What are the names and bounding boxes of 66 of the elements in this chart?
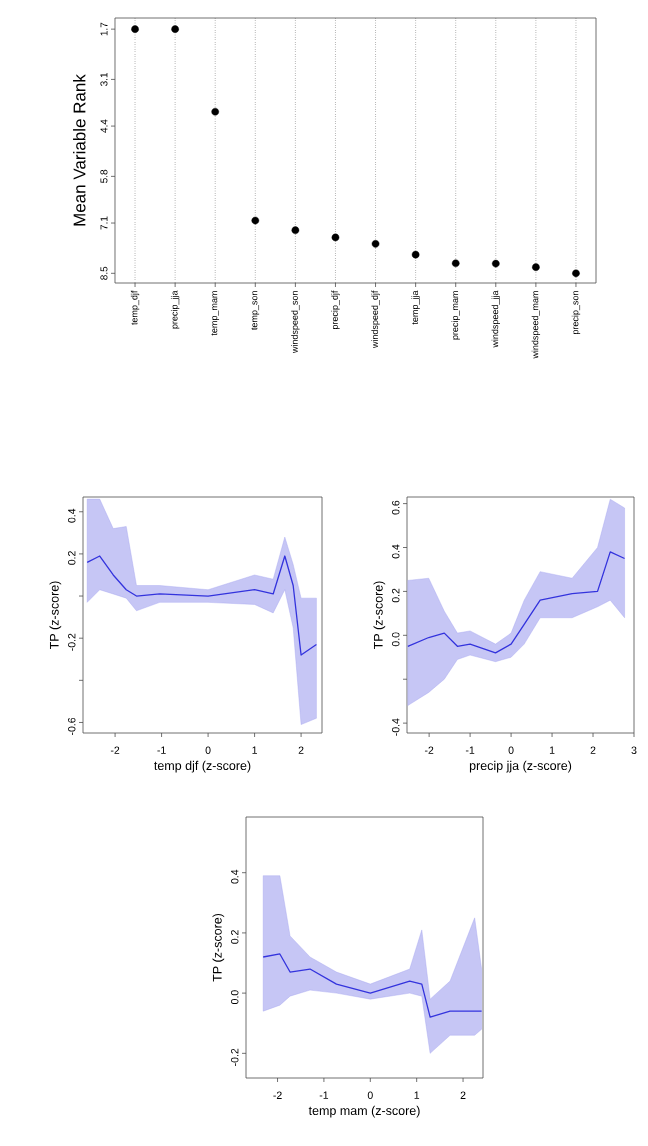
x-tick-label: 1 (252, 746, 257, 754)
point (171, 25, 179, 33)
y-tick-label: -0.2 (68, 633, 76, 651)
y-tick-label: -0.2 (231, 1048, 239, 1066)
y-tick-label: 3.1 (100, 72, 108, 86)
x-tick-label: -2 (424, 746, 434, 754)
x-tick-label: temp_djf (130, 290, 140, 325)
y-tick-label: 7.1 (100, 216, 108, 230)
x-tick-label: precip_djf (331, 290, 340, 329)
point (291, 226, 300, 235)
y-tick-label: -0.4 (392, 718, 400, 736)
y-axis-title: Mean Variable Rank (73, 74, 86, 226)
y-tick-label: 0.4 (392, 544, 400, 559)
y-tick-label: 0.4 (231, 869, 239, 884)
x-tick-label: -2 (110, 746, 120, 754)
x-tick-label: precip_jja (170, 290, 180, 329)
y-tick-label: 0.2 (231, 930, 239, 944)
y-tick-label: 0.2 (392, 588, 400, 603)
y-axis-title: TP (z-score) (212, 913, 225, 982)
point (211, 107, 220, 116)
y-tick-label: 0.4 (68, 508, 76, 523)
y-axis-title: TP (z-score) (49, 581, 62, 650)
y-tick-label: 0.0 (392, 632, 400, 647)
x-tick-label: 2 (460, 1091, 466, 1099)
y-tick-label: 1.7 (100, 22, 108, 36)
x-tick-label: -2 (273, 1091, 282, 1099)
y-axis-title: TP (z-score) (373, 581, 386, 650)
y-tick-label: 5.8 (100, 169, 108, 183)
point (131, 25, 139, 33)
y-tick-label: 4.4 (100, 119, 108, 133)
x-axis-title: temp mam (z-score) (308, 1105, 420, 1118)
y-tick-label: 0.6 (392, 500, 400, 515)
x-axis-title: temp djf (z-score) (154, 760, 251, 773)
x-tick-label: 1 (549, 746, 555, 754)
x-tick-label: 2 (590, 746, 596, 754)
x-tick-label: temp_mam (211, 291, 220, 336)
y-tick-label: 8.5 (100, 266, 108, 280)
x-tick-label: -1 (157, 746, 166, 754)
x-tick-label: 3 (631, 746, 637, 754)
point (572, 269, 580, 278)
point (532, 263, 540, 272)
point (411, 250, 420, 259)
x-tick-label: 1 (414, 1091, 420, 1099)
x-tick-label: precip_son (571, 291, 581, 334)
x-tick-label: 2 (298, 746, 304, 754)
point (331, 233, 340, 242)
point (371, 240, 380, 248)
x-tick-label: windspeed_son (291, 291, 300, 354)
y-tick-label: 0.0 (231, 990, 239, 1005)
x-tick-label: windspeed_jja (491, 290, 500, 348)
y-tick-label: -0.6 (68, 717, 76, 736)
x-tick-label: 0 (367, 1091, 373, 1099)
point (451, 259, 460, 268)
x-tick-label: temp_son (251, 291, 260, 330)
x-tick-label: precip_mam (451, 291, 460, 340)
x-axis-title: precip jja (z-score) (469, 760, 572, 773)
x-tick-label: temp_jja (411, 290, 420, 325)
x-tick-label: windspeed_mam (531, 291, 541, 359)
x-tick-label: -1 (319, 1091, 329, 1099)
x-tick-label: 0 (205, 746, 211, 754)
x-tick-label: windspeed_djf (371, 290, 380, 349)
y-tick-label: 0.2 (68, 551, 76, 565)
point (251, 216, 260, 225)
x-tick-label: 0 (508, 746, 514, 754)
point (492, 259, 500, 268)
x-tick-label: -1 (465, 746, 475, 754)
